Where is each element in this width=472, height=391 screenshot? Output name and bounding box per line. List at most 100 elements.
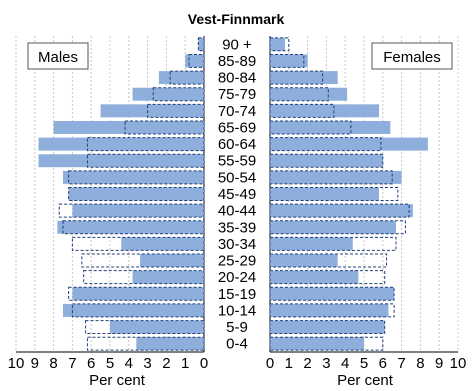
females-outline-bar-35-39 [269,220,406,235]
females-outline-bar-65-69 [269,120,352,135]
females-tick-label: 5 [360,355,368,372]
females-bar-50-54 [270,170,402,184]
age-label: 85-89 [218,53,256,70]
males-bar-75-79 [132,87,204,101]
females-bar-65-69 [270,120,391,134]
males-outline-bar-20-24 [83,270,205,285]
males-bar-40-44 [72,204,205,218]
males-outline-bar-35-39 [62,220,205,235]
females-outline-bar-60-64 [269,137,382,152]
age-label: 90 + [222,36,252,53]
males-tick-label: 10 [8,355,25,372]
females-outline-bar-20-24 [269,270,386,285]
age-label: 40-44 [218,203,256,220]
females-bar-0-4 [270,337,364,351]
females-outline-bar-15-19 [269,286,395,301]
females-outline-bar-5-9 [269,320,386,335]
females-bar-90+ [270,37,286,51]
age-label: 70-74 [218,103,256,120]
males-tick-label: 0 [200,355,208,372]
females-tick-label: 2 [303,355,311,372]
males-bar-80-84 [158,71,204,85]
females-bar-80-84 [270,71,338,85]
males-tick-label: 3 [143,355,151,372]
age-label: 60-64 [218,136,256,153]
females-tick-label: 4 [341,355,349,372]
females-bar-25-29 [270,254,338,268]
females-tick-label: 10 [450,355,467,372]
females-tick-label: 9 [435,355,443,372]
females-tick-label: 7 [397,355,405,372]
females-legend-frame [371,42,453,70]
males-outline-bar-5-9 [85,320,205,335]
females-bar-15-19 [270,287,395,301]
females-outline-bar-80-84 [269,70,324,85]
females-outline-bar-40-44 [269,203,410,218]
males-bar-90+ [198,37,204,51]
females-bar-70-74 [270,104,380,118]
age-label: 25-29 [218,253,256,270]
females-outline-bar-0-4 [269,336,384,351]
females-bar-5-9 [270,320,385,334]
males-bar-10-14 [63,303,204,317]
males-outline-bar-30-34 [71,236,205,251]
females-outline-bar-30-34 [269,236,397,251]
males-x-axis-label: Per cent [89,372,146,389]
females-bars [269,37,428,351]
males-outline-bar-80-84 [169,70,205,85]
males-outline-bar-40-44 [58,203,205,218]
males-legend-frame [27,42,89,70]
males-tick-label: 6 [87,355,95,372]
age-label: 35-39 [218,219,256,236]
males-tick-label: 7 [68,355,76,372]
males-outline-bar-85-89 [188,53,205,68]
age-label: 10-14 [218,302,256,319]
age-label: 65-69 [218,119,256,136]
females-outline-bar-85-89 [269,53,305,68]
males-bar-15-19 [72,287,205,301]
age-label: 45-49 [218,186,256,203]
males-outline-bar-60-64 [86,137,205,152]
females-tick-label: 6 [379,355,387,372]
females-bar-85-89 [270,54,308,68]
females-x-axis-label: Per cent [337,372,394,389]
males-outline-bar-70-74 [147,103,205,118]
males-outline-bar-45-49 [68,187,205,201]
females-bar-10-14 [270,303,389,317]
males-bar-45-49 [68,187,204,201]
males-outline-bar-50-54 [68,170,205,185]
males-bar-50-54 [63,170,204,184]
males-outline-bar-55-59 [86,153,205,168]
males-tick-label: 5 [106,355,114,372]
females-outline-bar-45-49 [269,187,399,201]
males-outline-bar-15-19 [68,286,205,301]
females-outline-bar-10-14 [269,303,395,318]
males-bar-85-89 [185,54,204,68]
females-bar-45-49 [270,187,380,201]
females-legend-box: Females [371,42,453,70]
females-bar-75-79 [270,87,348,101]
females-label: Females [383,49,441,66]
age-label: 75-79 [218,86,256,103]
females-bar-55-59 [270,154,383,168]
males-tick-label: 8 [49,355,57,372]
males-bar-20-24 [132,270,204,284]
age-label: 20-24 [218,269,256,286]
females-bar-20-24 [270,270,359,284]
age-label: 15-19 [218,286,256,303]
males-bar-35-39 [57,220,204,234]
males-outline-bar-0-4 [86,336,205,351]
females-outline-bar-50-54 [269,170,393,185]
males-bar-0-4 [136,337,204,351]
males-bar-70-74 [100,104,204,118]
females-outline-bar-25-29 [269,253,388,268]
females-bar-40-44 [270,204,413,218]
males-bars [38,37,205,351]
males-outline-bar-10-14 [71,303,205,318]
males-tick-label: 1 [181,355,189,372]
females-outline-bar-55-59 [269,153,384,168]
age-label: 50-54 [218,169,256,186]
males-outline-bar-25-29 [81,253,205,268]
males-tick-label: 9 [31,355,39,372]
